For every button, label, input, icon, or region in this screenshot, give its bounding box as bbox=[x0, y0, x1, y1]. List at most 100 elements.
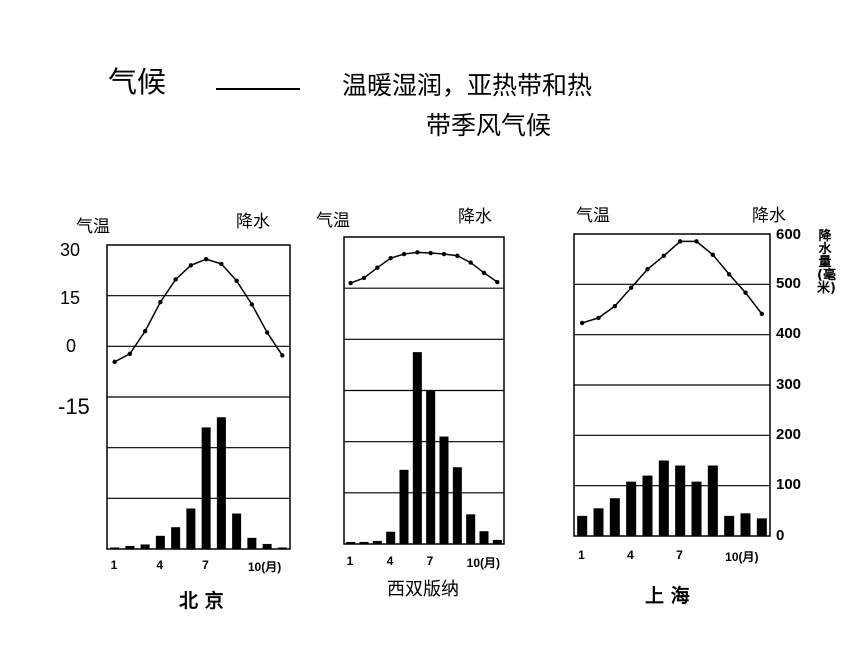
precip-bar-xishuangbanna bbox=[492, 539, 502, 544]
month-tick-xishuangbanna: 7 bbox=[426, 554, 434, 568]
precip-tick: 300 bbox=[776, 376, 802, 393]
temp-point-beijing bbox=[173, 277, 178, 282]
precip-bar-xishuangbanna bbox=[399, 469, 409, 544]
precip-axis-label-beijing: 降水 bbox=[236, 212, 270, 232]
temp-line-shanghai bbox=[581, 240, 763, 324]
temp-point-shanghai bbox=[579, 320, 585, 326]
precip-bar-beijing bbox=[125, 545, 135, 549]
temp-line-xishuangbanna bbox=[350, 251, 498, 284]
precip-bar-shanghai bbox=[675, 465, 686, 536]
precip-bar-xishuangbanna bbox=[346, 541, 356, 544]
temp-point-shanghai bbox=[661, 253, 667, 259]
precip-bar-shanghai bbox=[724, 515, 735, 536]
temp-point-shanghai bbox=[710, 252, 716, 258]
temp-point-shanghai bbox=[759, 311, 765, 317]
temp-point-xishuangbanna bbox=[495, 279, 500, 285]
temp-axis-label-shanghai: 气温 bbox=[576, 206, 610, 226]
precip-axis-label-xishuangbanna: 降水 bbox=[458, 207, 492, 227]
month-tick-shanghai: 10(月) bbox=[725, 550, 759, 564]
temp-point-xishuangbanna bbox=[468, 260, 473, 265]
month-tick-shanghai: 7 bbox=[676, 548, 683, 562]
temp-point-xishuangbanna bbox=[441, 251, 447, 257]
temp-point-beijing bbox=[234, 278, 239, 284]
page-title: 气候 bbox=[108, 65, 167, 99]
temp-point-beijing bbox=[280, 353, 285, 358]
temp-point-beijing bbox=[188, 263, 194, 268]
precip-tick: 400 bbox=[776, 325, 802, 342]
temp-tick: 0 bbox=[66, 336, 77, 356]
temp-axis-label-xishuangbanna: 气温 bbox=[316, 211, 350, 231]
temp-point-beijing bbox=[142, 328, 148, 334]
precip-bar-shanghai bbox=[658, 460, 669, 536]
month-tick-beijing: 1 bbox=[110, 558, 118, 572]
precip-bar-shanghai bbox=[756, 518, 767, 536]
temp-line-beijing bbox=[114, 258, 283, 363]
precip-bar-shanghai bbox=[740, 513, 751, 536]
precip-bar-beijing bbox=[247, 537, 257, 549]
precip-bar-beijing bbox=[155, 535, 165, 549]
temp-point-beijing bbox=[219, 261, 224, 267]
month-tick-beijing: 7 bbox=[202, 558, 209, 572]
precip-bar-xishuangbanna bbox=[359, 541, 369, 544]
precip-bar-xishuangbanna bbox=[386, 531, 396, 544]
precip-bar-shanghai bbox=[707, 465, 718, 536]
precip-bar-xishuangbanna bbox=[412, 352, 422, 544]
temp-point-beijing bbox=[158, 299, 163, 305]
precip-bar-xishuangbanna bbox=[452, 467, 462, 544]
precip-bar-shanghai bbox=[609, 498, 620, 536]
precip-bar-shanghai bbox=[593, 508, 604, 536]
temp-point-xishuangbanna bbox=[348, 280, 353, 286]
precip-tick: 0 bbox=[776, 527, 785, 544]
precip-bar-shanghai bbox=[626, 481, 637, 536]
temp-point-beijing bbox=[249, 302, 255, 307]
precip-bar-beijing bbox=[140, 544, 150, 549]
temp-point-xishuangbanna bbox=[428, 250, 433, 256]
month-tick-xishuangbanna: 10(月) bbox=[466, 556, 500, 570]
temp-point-xishuangbanna bbox=[361, 275, 367, 281]
city-label-xishuangbanna: 西双版纳 bbox=[387, 579, 459, 600]
title-dash bbox=[216, 88, 300, 90]
temp-tick: -15 bbox=[58, 394, 90, 419]
precip-bar-beijing bbox=[186, 508, 196, 549]
temp-point-shanghai bbox=[645, 267, 650, 272]
temp-axis-label-beijing: 气温 bbox=[76, 217, 110, 237]
precip-bar-xishuangbanna bbox=[439, 436, 449, 544]
precip-bar-xishuangbanna bbox=[479, 531, 489, 544]
city-label-beijing: 北 京 bbox=[179, 590, 224, 612]
precip-bar-xishuangbanna bbox=[372, 540, 382, 544]
precip-tick: 200 bbox=[776, 426, 802, 443]
month-tick-xishuangbanna: 1 bbox=[346, 554, 354, 568]
temp-point-shanghai bbox=[743, 290, 748, 295]
precip-bar-xishuangbanna bbox=[466, 514, 476, 544]
month-tick-beijing: 10(月) bbox=[247, 560, 282, 574]
temp-point-shanghai bbox=[726, 272, 732, 277]
temp-point-xishuangbanna bbox=[415, 250, 420, 255]
precip-bar-beijing bbox=[216, 417, 226, 549]
subtitle-line-1: 温暖湿润，亚热带和热 bbox=[342, 71, 593, 100]
precip-axis-label-shanghai: 降水 bbox=[752, 206, 786, 226]
precip-unit-label: 降水量(毫米) bbox=[817, 229, 836, 296]
precip-bar-shanghai bbox=[691, 481, 702, 536]
temp-point-xishuangbanna bbox=[375, 265, 380, 270]
precip-bar-shanghai bbox=[577, 515, 588, 536]
city-label-shanghai: 上 海 bbox=[645, 585, 690, 607]
temp-point-shanghai bbox=[694, 239, 699, 244]
temp-point-beijing bbox=[127, 351, 133, 356]
month-tick-beijing: 4 bbox=[156, 558, 164, 572]
temp-point-xishuangbanna bbox=[388, 255, 393, 261]
temp-point-xishuangbanna bbox=[401, 251, 407, 257]
temp-tick: 30 bbox=[60, 240, 81, 260]
precip-bar-beijing bbox=[201, 427, 211, 549]
temp-point-shanghai bbox=[612, 303, 618, 309]
precip-bar-beijing bbox=[277, 547, 287, 549]
precip-bar-xishuangbanna bbox=[426, 390, 436, 544]
temp-point-beijing bbox=[264, 330, 270, 335]
precip-tick: 100 bbox=[776, 476, 802, 493]
temp-tick: 15 bbox=[60, 288, 81, 308]
precip-bar-beijing bbox=[110, 547, 120, 549]
temp-point-shanghai bbox=[628, 285, 634, 290]
temp-point-xishuangbanna bbox=[481, 270, 487, 276]
precip-tick: 600 bbox=[776, 226, 802, 243]
